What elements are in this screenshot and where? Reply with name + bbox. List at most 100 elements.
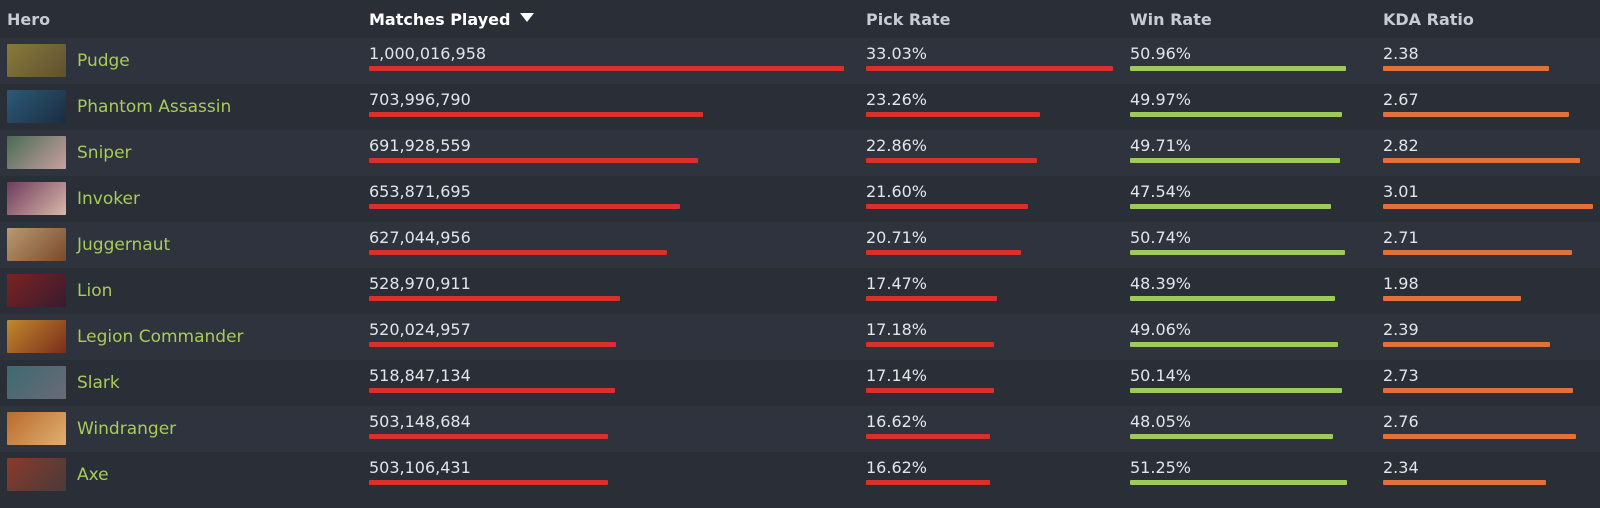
kda-value: 3.01 [1383, 182, 1419, 201]
win-value: 49.06% [1130, 320, 1192, 339]
column-header-hero[interactable]: Hero [7, 10, 51, 29]
hero-portrait[interactable] [7, 458, 66, 491]
pick-bar [866, 204, 1028, 209]
kda-bar [1383, 434, 1576, 439]
matches-bar [369, 480, 608, 485]
pick-value: 20.71% [866, 228, 928, 247]
kda-value: 2.71 [1383, 228, 1419, 247]
pick-value: 22.86% [866, 136, 928, 155]
kda-bar [1383, 388, 1573, 393]
hero-portrait[interactable] [7, 90, 66, 123]
kda-value: 2.76 [1383, 412, 1419, 431]
win-bar [1130, 112, 1342, 117]
win-value: 51.25% [1130, 458, 1192, 477]
matches-bar [369, 66, 844, 71]
kda-value: 2.39 [1383, 320, 1419, 339]
win-value: 49.97% [1130, 90, 1192, 109]
win-value: 48.05% [1130, 412, 1192, 431]
hero-name-link[interactable]: Juggernaut [77, 235, 171, 255]
table-row[interactable]: Legion Commander 520,024,957 17.18% 49.06% 2… [0, 314, 1600, 360]
win-bar [1130, 434, 1333, 439]
hero-portrait[interactable] [7, 412, 66, 445]
matches-bar [369, 434, 608, 439]
kda-bar [1383, 112, 1569, 117]
matches-bar [369, 204, 680, 209]
column-header-kda-ratio[interactable]: KDA Ratio [1383, 10, 1474, 29]
kda-value: 2.34 [1383, 458, 1419, 477]
pick-bar [866, 66, 1113, 71]
pick-value: 33.03% [866, 44, 928, 63]
kda-bar [1383, 204, 1593, 209]
matches-value: 503,148,684 [369, 412, 471, 431]
matches-value: 520,024,957 [369, 320, 471, 339]
kda-bar [1383, 480, 1546, 485]
hero-portrait[interactable] [7, 366, 66, 399]
pick-value: 17.18% [866, 320, 928, 339]
table-header: Hero Matches Played Pick Rate Win Rate K… [0, 0, 1600, 38]
pick-value: 16.62% [866, 412, 928, 431]
hero-name-link[interactable]: Windranger [77, 419, 177, 439]
hero-name-link[interactable]: Invoker [77, 189, 140, 209]
kda-bar [1383, 342, 1550, 347]
win-bar [1130, 388, 1342, 393]
win-bar [1130, 204, 1331, 209]
column-header-matches-played[interactable]: Matches Played [369, 10, 535, 29]
win-bar [1130, 250, 1345, 255]
win-value: 50.14% [1130, 366, 1192, 385]
table-row[interactable]: Axe 503,106,431 16.62% 51.25% 2.34 [0, 452, 1600, 498]
pick-value: 17.47% [866, 274, 928, 293]
table-row[interactable]: Phantom Assassin 703,996,790 23.26% 49.97% 2… [0, 84, 1600, 130]
hero-name-link[interactable]: Sniper [77, 143, 132, 163]
table-row[interactable]: Slark 518,847,134 17.14% 50.14% 2.73 [0, 360, 1600, 406]
pick-value: 16.62% [866, 458, 928, 477]
kda-bar [1383, 66, 1549, 71]
kda-bar [1383, 250, 1572, 255]
hero-portrait[interactable] [7, 182, 66, 215]
hero-portrait[interactable] [7, 136, 66, 169]
column-header-pick-rate[interactable]: Pick Rate [866, 10, 951, 29]
table-row[interactable]: Pudge 1,000,016,958 33.03% 50.96% 2.38 [0, 38, 1600, 84]
kda-bar [1383, 158, 1580, 163]
kda-bar [1383, 296, 1521, 301]
table-row[interactable]: Lion 528,970,911 17.47% 48.39% 1.98 [0, 268, 1600, 314]
hero-name-link[interactable]: Legion Commander [77, 327, 244, 347]
pick-bar [866, 158, 1037, 163]
win-value: 48.39% [1130, 274, 1192, 293]
kda-value: 2.67 [1383, 90, 1419, 109]
table-row[interactable]: Windranger 503,148,684 16.62% 48.05% 2.76 [0, 406, 1600, 452]
hero-name-link[interactable]: Lion [77, 281, 113, 301]
hero-name-link[interactable]: Axe [77, 465, 109, 485]
matches-value: 503,106,431 [369, 458, 471, 477]
hero-name-link[interactable]: Pudge [77, 51, 130, 71]
table-row[interactable]: Juggernaut 627,044,956 20.71% 50.74% 2.71 [0, 222, 1600, 268]
hero-name-link[interactable]: Phantom Assassin [77, 97, 232, 117]
matches-value: 627,044,956 [369, 228, 471, 247]
pick-bar [866, 480, 990, 485]
table-row[interactable]: Invoker 653,871,695 21.60% 47.54% 3.01 [0, 176, 1600, 222]
pick-bar [866, 388, 994, 393]
hero-portrait[interactable] [7, 320, 66, 353]
win-bar [1130, 342, 1338, 347]
win-bar [1130, 158, 1340, 163]
pick-value: 21.60% [866, 182, 928, 201]
win-bar [1130, 66, 1346, 71]
hero-portrait[interactable] [7, 44, 66, 77]
hero-portrait[interactable] [7, 228, 66, 261]
matches-value: 518,847,134 [369, 366, 471, 385]
pick-bar [866, 112, 1040, 117]
hero-portrait[interactable] [7, 274, 66, 307]
hero-name-link[interactable]: Slark [77, 373, 120, 393]
matches-bar [369, 388, 615, 393]
column-header-win-rate[interactable]: Win Rate [1130, 10, 1212, 29]
matches-value: 691,928,559 [369, 136, 471, 155]
win-value: 47.54% [1130, 182, 1192, 201]
kda-value: 2.38 [1383, 44, 1419, 63]
matches-bar [369, 250, 667, 255]
table-row[interactable]: Sniper 691,928,559 22.86% 49.71% 2.82 [0, 130, 1600, 176]
matches-bar [369, 296, 620, 301]
win-bar [1130, 480, 1347, 485]
pick-value: 17.14% [866, 366, 928, 385]
matches-value: 653,871,695 [369, 182, 471, 201]
matches-bar [369, 112, 703, 117]
